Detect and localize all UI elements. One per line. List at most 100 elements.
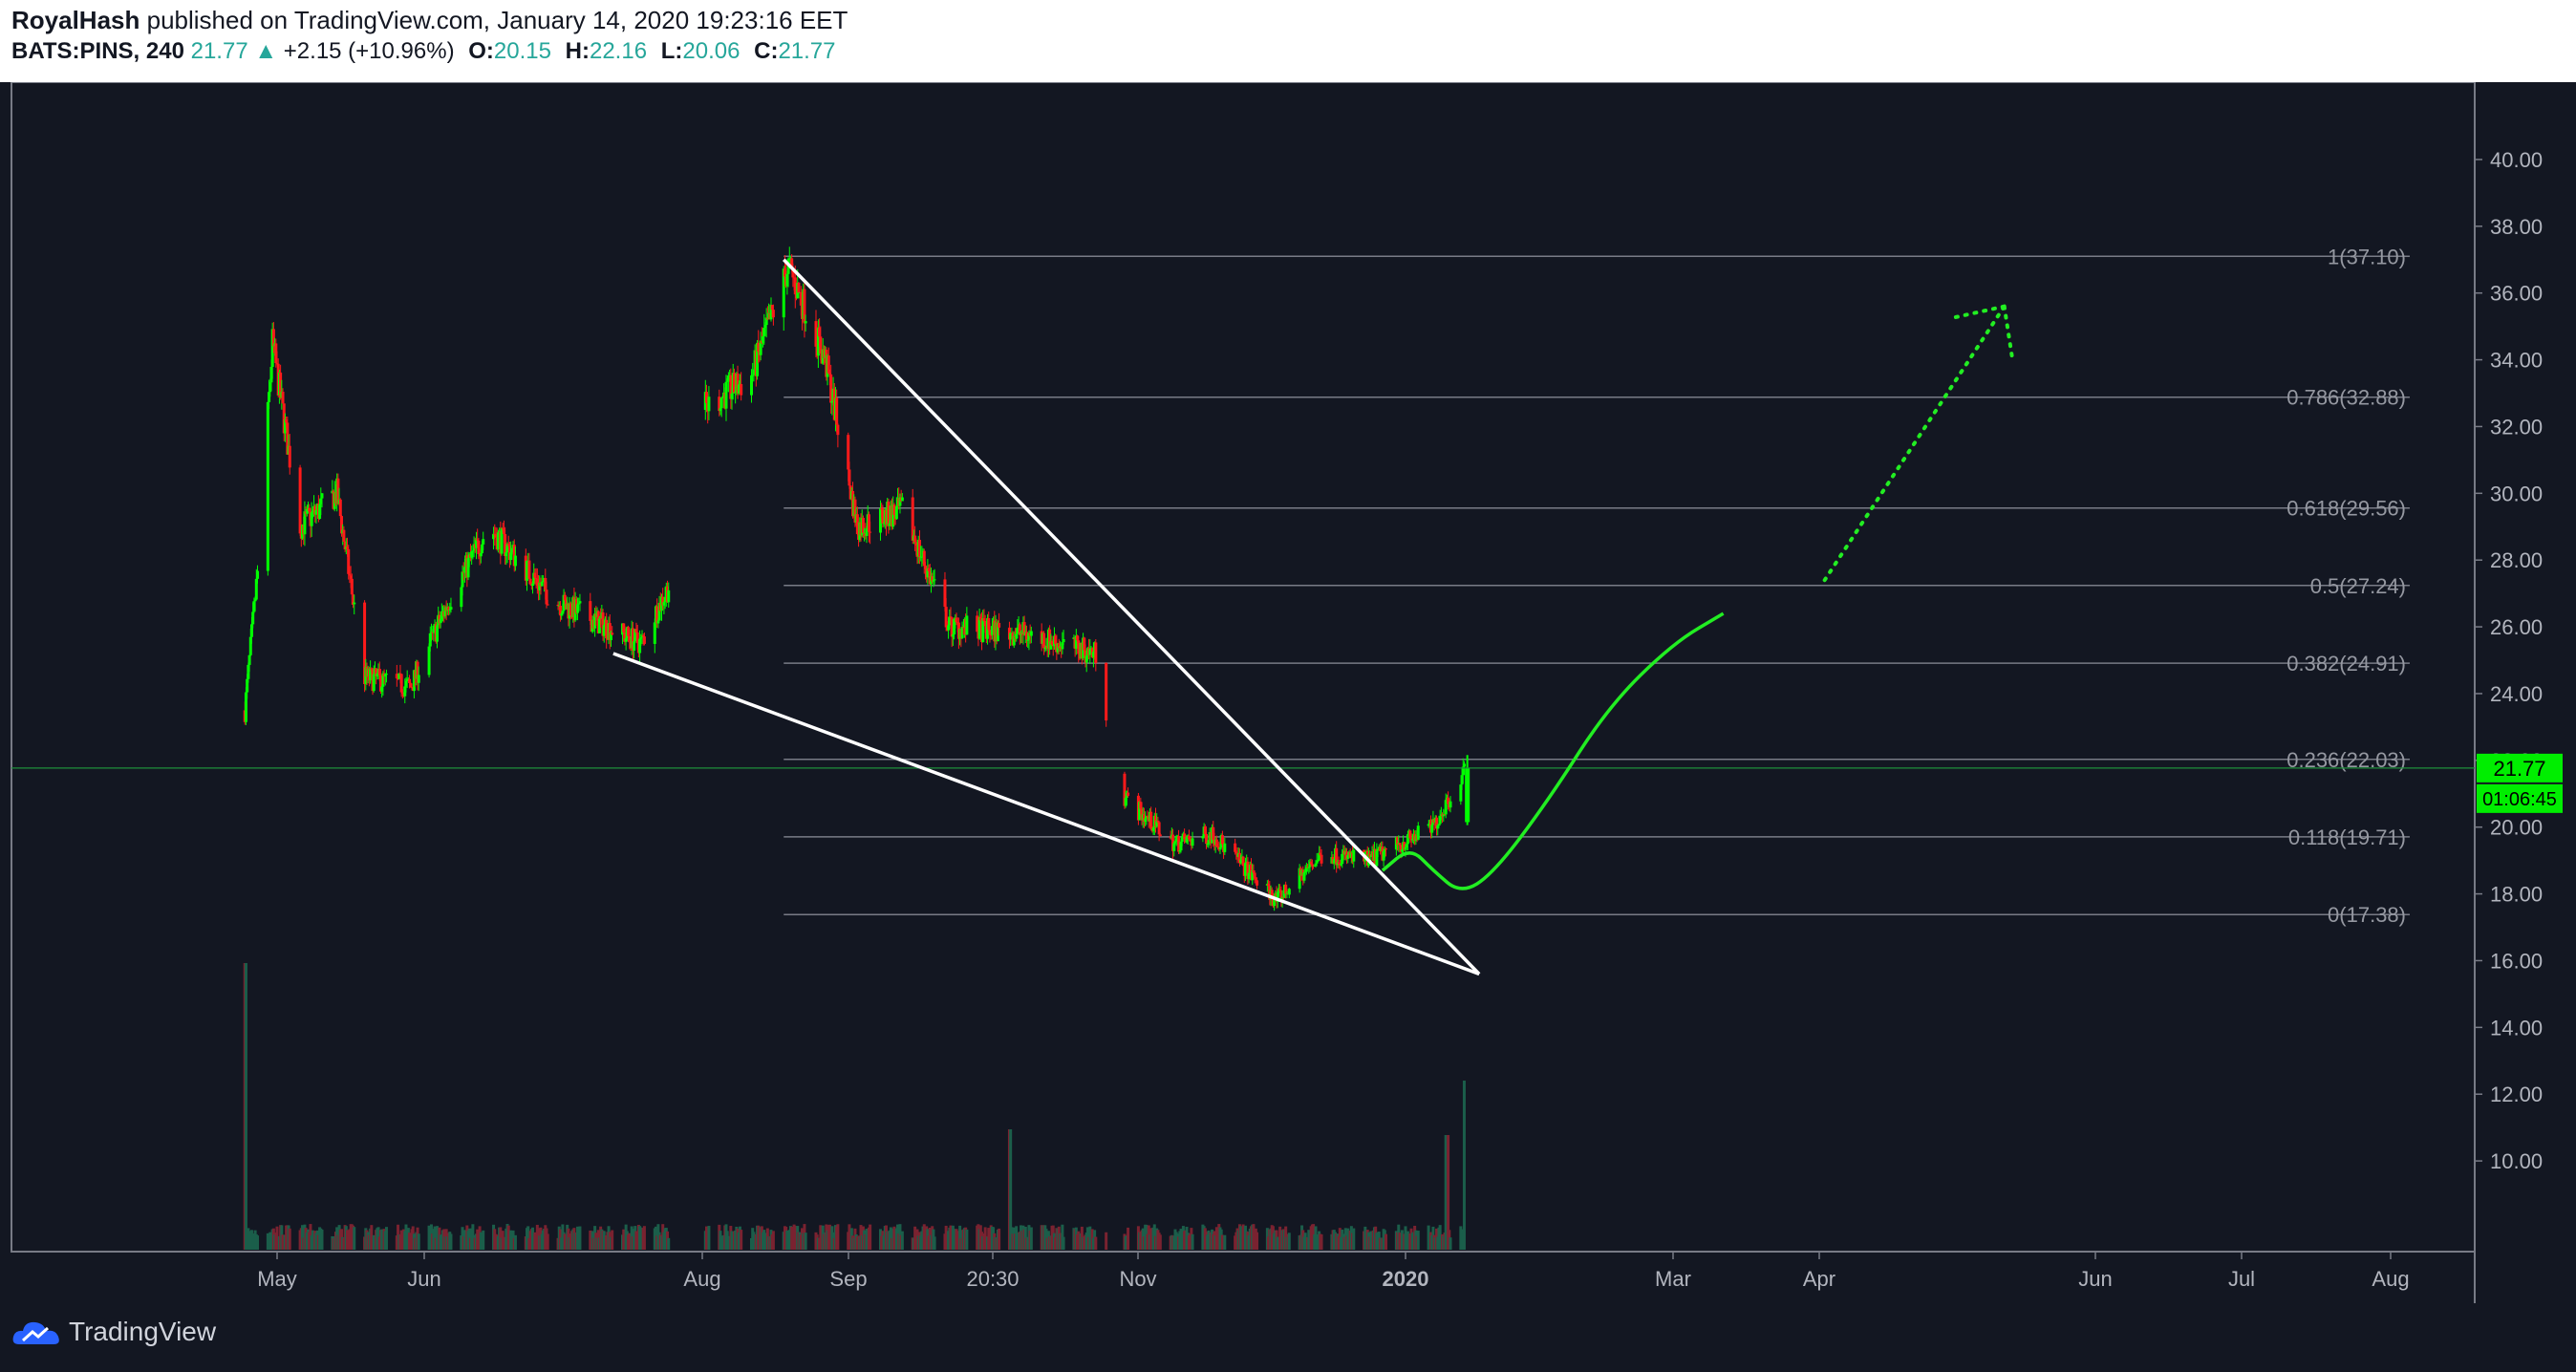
drawings[interactable]: [612, 258, 2014, 976]
candle-body: [1009, 632, 1013, 640]
open-label: O:: [468, 38, 494, 64]
candle-body: [416, 661, 419, 683]
candle-body: [816, 327, 820, 356]
footer-bar: TradingView: [0, 1303, 2576, 1372]
candle-body: [494, 534, 498, 538]
close-label: C:: [754, 38, 779, 64]
candle-body: [535, 579, 539, 586]
candle-body: [400, 692, 404, 695]
chart-canvas[interactable]: 1(37.10) 0.786(32.88) 0.618(29.56) 0.5(27.2…: [0, 82, 2576, 1303]
candle-body: [641, 634, 645, 637]
wedge-trendline[interactable]: [782, 258, 1481, 975]
symbol-line: BATS:PINS, 240 21.77 ▲ +2.15 (+10.96%) O…: [11, 38, 836, 65]
projection-curve[interactable]: [1381, 611, 1725, 890]
candle-body: [1179, 841, 1183, 851]
close-value: 21.77: [778, 38, 836, 64]
candle-body: [920, 556, 924, 558]
target-arrow-shaft[interactable]: [1822, 304, 2007, 583]
candle-body: [949, 616, 953, 618]
candle-body: [988, 630, 992, 635]
candle-body: [369, 668, 373, 681]
candle-body: [305, 509, 309, 514]
volume-bar: [244, 963, 247, 1250]
candle-body: [509, 552, 513, 561]
fib-level-label: 0(17.38): [2328, 903, 2406, 927]
candle-body: [762, 336, 765, 344]
candle-body: [576, 604, 580, 613]
candle-body: [732, 373, 736, 394]
candle-body: [836, 424, 840, 436]
candle-body: [609, 632, 612, 641]
author-name[interactable]: RoyalHash: [11, 6, 140, 34]
candle-body: [314, 510, 318, 515]
volume-bar: [740, 1230, 743, 1250]
candle-body: [1091, 652, 1095, 658]
price-change: +2.15 (+10.96%): [283, 38, 455, 64]
candle-body: [785, 273, 789, 287]
time-axis[interactable]: May Jun Aug Sep 20:30 Nov 2020 Mar Apr Jun Jul Aug: [257, 1252, 2410, 1291]
volume-bar: [513, 1234, 517, 1250]
price-tick-label: 10.00: [2490, 1149, 2543, 1173]
candle-body: [763, 325, 767, 329]
candle-body: [558, 605, 562, 616]
chart-area[interactable]: 1(37.10) 0.786(32.88) 0.618(29.56) 0.5(27.2…: [0, 82, 2576, 1303]
candle-body: [268, 392, 271, 402]
candle-body: [990, 626, 994, 635]
wedge-trendline[interactable]: [612, 652, 1480, 976]
candle-body: [1369, 855, 1373, 857]
candle-body: [770, 305, 774, 311]
candle-body: [279, 372, 283, 398]
candle-body: [830, 400, 834, 403]
volume-bar: [1449, 1237, 1452, 1250]
candle-body: [976, 615, 979, 632]
volume-bar: [301, 1225, 305, 1250]
candle-body: [950, 617, 954, 637]
candle-body: [719, 397, 723, 409]
candle-body: [482, 539, 485, 545]
candle-body: [888, 523, 891, 526]
candle-body: [266, 401, 269, 571]
candle-body: [270, 329, 274, 367]
price-tick-label: 18.00: [2490, 883, 2543, 907]
candle-body: [1234, 851, 1238, 853]
candle-body: [989, 634, 993, 636]
candle-body: [1205, 834, 1209, 845]
candle-body: [534, 577, 538, 580]
candle-body: [867, 514, 870, 532]
candle-body: [1015, 633, 1019, 639]
candle-body: [1252, 869, 1256, 873]
candle-body: [803, 289, 806, 324]
volume-bar: [1029, 1227, 1033, 1250]
candle-body: [602, 625, 606, 636]
candle-body: [501, 527, 504, 529]
candle-body: [835, 397, 839, 425]
candle-body: [1385, 848, 1388, 850]
volume-bar: [771, 1231, 775, 1250]
candle-body: [363, 602, 367, 685]
candle-body: [275, 363, 279, 365]
candle-body: [439, 618, 442, 624]
candle-body: [561, 611, 565, 614]
published-info: published on TradingView.com, January 14…: [140, 6, 848, 34]
candle-body: [751, 375, 755, 376]
candle-body: [1214, 839, 1218, 847]
price-tick-label: 28.00: [2490, 548, 2543, 572]
candle-body: [248, 636, 252, 655]
candle-body: [376, 673, 379, 676]
candle-body: [320, 493, 324, 499]
candle-body: [563, 594, 567, 601]
candle-body: [861, 517, 865, 534]
candle-body: [1459, 784, 1463, 802]
candle-body: [398, 673, 402, 675]
price-axis[interactable]: 40.00 38.00 36.00 34.00 32.00 30.00 28.00 26.00…: [2475, 148, 2543, 1173]
tradingview-logo[interactable]: TradingView: [11, 1317, 216, 1347]
candle-body: [339, 516, 343, 534]
candle-body: [286, 422, 290, 455]
fibonacci-retracement[interactable]: 1(37.10) 0.786(32.88) 0.618(29.56) 0.5(27.2…: [784, 245, 2410, 927]
candle-body: [1340, 864, 1343, 866]
time-tick-label: Aug: [683, 1267, 720, 1291]
time-tick-label: 2020: [1383, 1267, 1429, 1291]
candle-body: [944, 607, 948, 628]
candle-body: [634, 629, 638, 632]
candle-body: [847, 435, 850, 470]
